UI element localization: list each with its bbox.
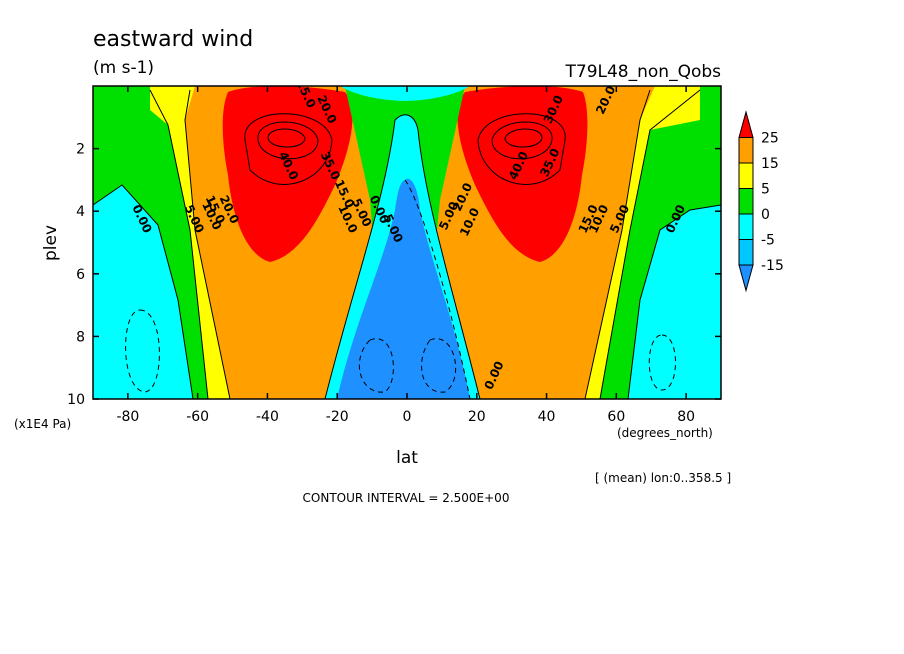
contour-north-jet-ring-2 xyxy=(491,121,553,160)
contour-south-jet-ring-3 xyxy=(244,113,333,185)
y-axis-label: plev xyxy=(41,225,61,261)
x-tick-label: 60 xyxy=(607,409,625,425)
dashed-contours xyxy=(125,179,676,399)
contour-north-zero xyxy=(627,204,721,399)
y-axis-units: (x1E4 Pa) xyxy=(14,417,71,431)
colorbar-label: 15 xyxy=(761,156,779,172)
x-tick-label: -20 xyxy=(326,409,349,425)
contour-equator-zero-west xyxy=(324,119,396,399)
band-25-plus-north xyxy=(457,86,588,262)
y-tick-label: 4 xyxy=(76,204,85,220)
colorbar: 25 15 5 0 -5 -15 xyxy=(738,110,784,293)
y-tick-label: 2 xyxy=(76,142,85,158)
colorbar-swatch xyxy=(738,213,754,240)
x-tick-label: -80 xyxy=(116,409,139,425)
x-tick-label: 80 xyxy=(677,409,695,425)
contour-north-jet-ring-3 xyxy=(477,113,566,185)
contour-equator-zero xyxy=(394,114,481,399)
contour-south-fifteen xyxy=(184,89,231,399)
colorbar-swatch xyxy=(738,137,754,164)
contour-north-five xyxy=(599,89,701,399)
chart-title: eastward wind xyxy=(93,27,253,52)
contour-lines xyxy=(93,89,721,399)
colorbar-label: -5 xyxy=(761,233,775,249)
x-tick-label: 40 xyxy=(538,409,556,425)
colorbar-swatch xyxy=(738,162,754,189)
colorbar-label: -15 xyxy=(761,258,784,274)
y-axis: 2 4 6 8 10 xyxy=(67,142,721,408)
x-tick-label: 0 xyxy=(403,409,412,425)
colorbar-swatch xyxy=(738,188,754,215)
contour-north-fifteen xyxy=(584,89,651,399)
chart-units: (m s-1) xyxy=(93,58,154,78)
x-axis: -80 -60 -40 -20 0 20 40 60 80 xyxy=(116,86,695,425)
x-tick-label: -40 xyxy=(256,409,279,425)
plot-area: 40.0 35.025.020.020.015.010.05.000.0015.0… xyxy=(93,86,721,399)
run-name: T79L48_non_Qobs xyxy=(565,62,722,82)
contour-interval: CONTOUR INTERVAL = 2.500E+00 xyxy=(303,491,510,505)
x-axis-units: (degrees_north) xyxy=(617,426,713,440)
colorbar-label: 25 xyxy=(761,131,779,147)
dashed-contour-equator-upper xyxy=(404,179,471,399)
x-tick-label: 20 xyxy=(468,409,486,425)
contour-south-zero xyxy=(93,184,194,399)
y-tick-label: 10 xyxy=(67,392,85,408)
dashed-contour-equator-west xyxy=(358,338,394,393)
contour-south-jet-ring-1 xyxy=(267,128,306,148)
band-central-strong-negative xyxy=(337,178,470,399)
contour-south-five xyxy=(149,89,209,399)
dashed-contour-south-polar xyxy=(125,309,160,393)
contour-south-jet-ring-2 xyxy=(257,121,319,160)
colorbar-label: 0 xyxy=(761,207,770,223)
band-top-negative xyxy=(340,86,470,101)
y-tick-label: 6 xyxy=(76,267,85,283)
contour-north-jet-ring-1 xyxy=(504,128,543,148)
x-tick-label: -60 xyxy=(186,409,209,425)
band-25-plus-south xyxy=(222,86,353,262)
colorbar-bottom-arrow xyxy=(738,264,754,293)
x-axis-label: lat xyxy=(396,448,418,468)
footnote: [ (mean) lon:0..358.5 ] xyxy=(595,471,731,485)
dashed-contour-north-polar xyxy=(648,334,676,391)
colorbar-top-arrow xyxy=(738,110,754,138)
colorbar-label: 5 xyxy=(761,182,770,198)
colorbar-swatch xyxy=(738,239,754,266)
dashed-contour-equator-east xyxy=(421,338,457,393)
y-tick-label: 8 xyxy=(76,329,85,345)
